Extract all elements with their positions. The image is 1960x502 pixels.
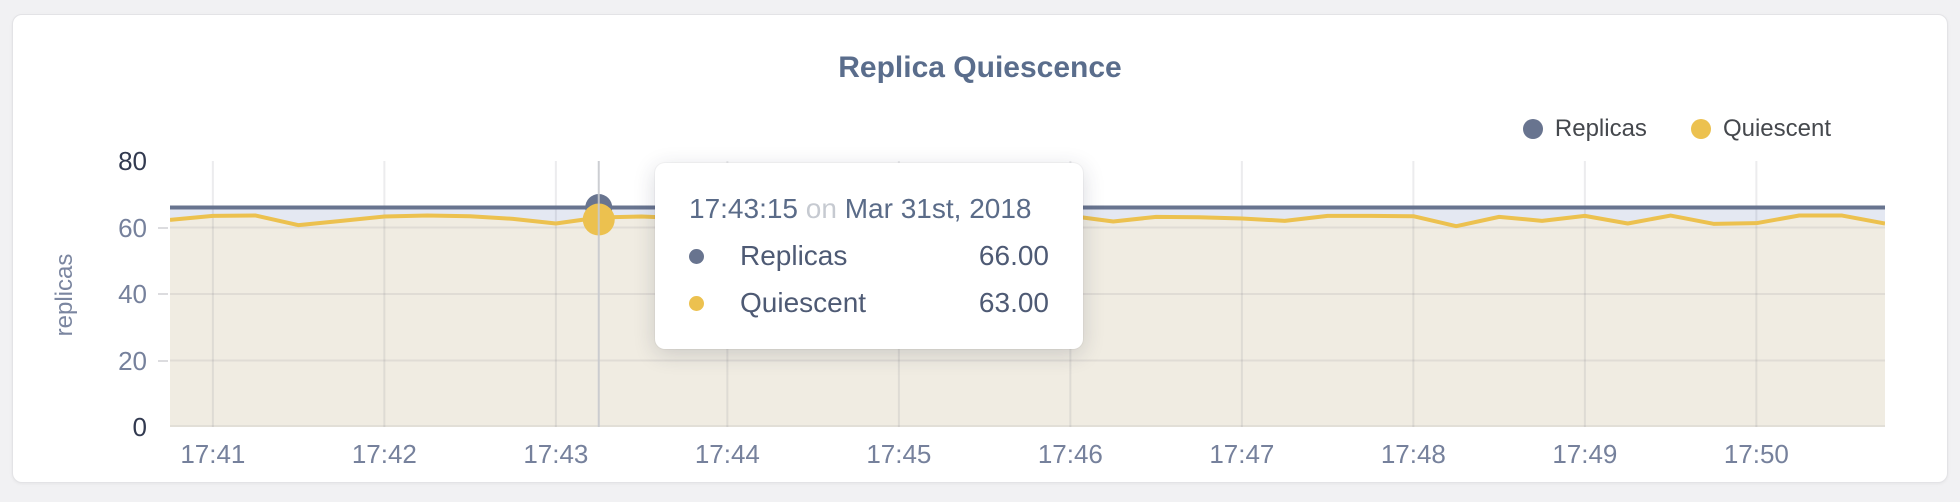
x-axis-tick-label: 17:45 bbox=[866, 439, 932, 469]
tooltip-row-replicas: Replicas 66.00 bbox=[689, 240, 1049, 272]
tooltip-row-quiescent: Quiescent 63.00 bbox=[689, 287, 1049, 319]
tooltip-timestamp: 17:43:15 on Mar 31st, 2018 bbox=[689, 193, 1049, 225]
quiescent-dot-icon bbox=[689, 295, 704, 311]
chart-card: Replica Quiescence Replicas Quiescent re… bbox=[12, 14, 1948, 483]
legend-item-label: Replicas bbox=[1554, 115, 1647, 142]
x-axis-tick-label: 17:43 bbox=[523, 439, 589, 469]
tooltip-conjunction: on bbox=[805, 193, 837, 224]
y-axis-tick bbox=[158, 359, 168, 362]
x-axis-tick-label: 17:49 bbox=[1552, 439, 1618, 469]
x-axis-tick-label: 17:47 bbox=[1209, 439, 1275, 469]
tooltip-series-label: Quiescent bbox=[740, 287, 867, 318]
y-axis-tick-label: 0 bbox=[132, 412, 147, 442]
x-axis-tick-label: 17:42 bbox=[351, 439, 417, 469]
hover-tooltip: 17:43:15 on Mar 31st, 2018 Replicas 66.0… bbox=[655, 163, 1083, 349]
x-axis-tick-label: 17:50 bbox=[1723, 439, 1789, 469]
chart-title: Replica Quiescence bbox=[838, 51, 1122, 84]
y-axis-tick-label: 80 bbox=[118, 146, 147, 176]
legend-item-quiescent[interactable]: Quiescent bbox=[1690, 115, 1831, 143]
x-axis-tick-label: 17:41 bbox=[180, 439, 246, 469]
tooltip-time: 17:43:15 bbox=[689, 193, 798, 224]
replicas-dot-icon bbox=[689, 248, 704, 264]
x-axis-tick-label: 17:46 bbox=[1037, 439, 1103, 469]
y-axis-tick-label: 60 bbox=[118, 212, 147, 243]
replicas-dot-icon bbox=[1522, 119, 1543, 139]
tooltip-series-value: 66.00 bbox=[978, 240, 1049, 271]
x-axis-tick-label: 17:44 bbox=[694, 439, 760, 469]
y-axis-tick-label: 40 bbox=[118, 279, 147, 309]
y-axis-tick bbox=[158, 293, 168, 295]
legend-item-label: Quiescent bbox=[1722, 115, 1831, 142]
quiescent-dot-icon bbox=[1690, 119, 1711, 139]
y-axis-tick bbox=[158, 226, 168, 229]
y-axis-tick-label: 20 bbox=[118, 345, 147, 376]
tooltip-series-value: 63.00 bbox=[978, 287, 1049, 318]
legend-item-replicas[interactable]: Replicas bbox=[1522, 115, 1647, 143]
tooltip-date: Mar 31st, 2018 bbox=[844, 193, 1032, 224]
tooltip-series-label: Replicas bbox=[740, 240, 848, 271]
legend: Replicas Quiescent bbox=[1522, 115, 1831, 143]
x-axis-tick-label: 17:48 bbox=[1380, 439, 1446, 469]
